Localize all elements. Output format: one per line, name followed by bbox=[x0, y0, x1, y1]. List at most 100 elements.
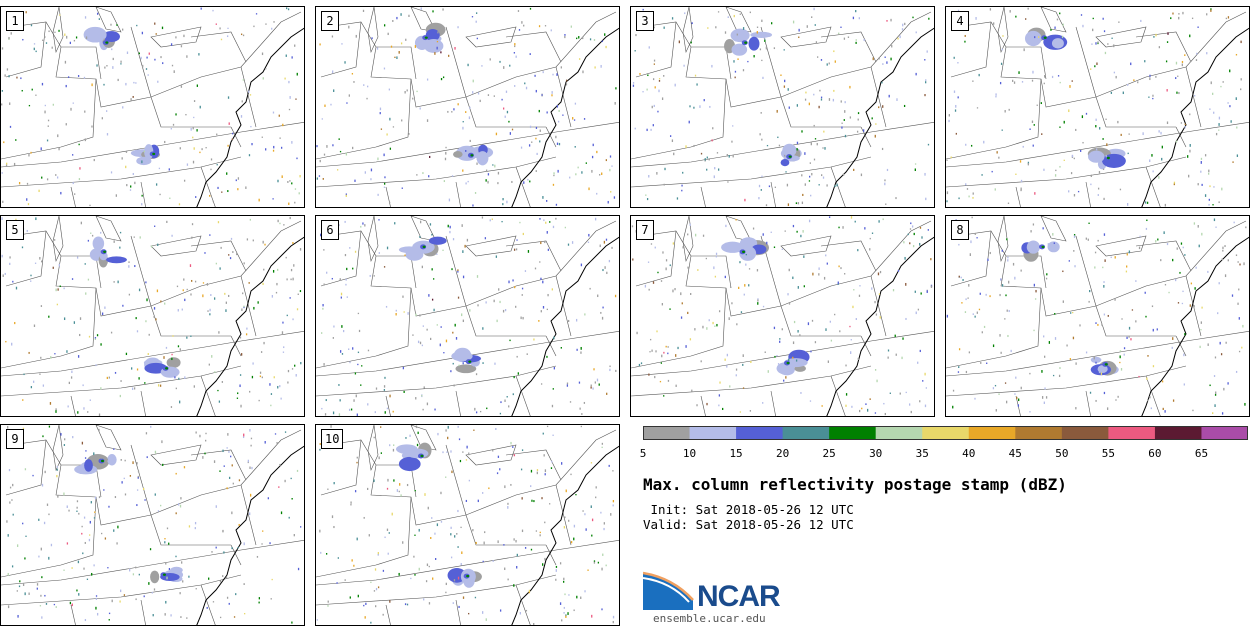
reflectivity-speck bbox=[823, 276, 826, 280]
reflectivity-speck bbox=[199, 105, 201, 109]
state-border bbox=[950, 230, 992, 287]
reflectivity-speck bbox=[327, 488, 329, 490]
state-border bbox=[385, 395, 391, 416]
coastline bbox=[1141, 27, 1249, 207]
state-border bbox=[640, 11, 932, 108]
reflectivity-speck bbox=[796, 104, 799, 107]
reflectivity-speck bbox=[448, 198, 451, 202]
reflectivity-speck bbox=[693, 144, 695, 147]
reflectivity-speck bbox=[564, 516, 566, 519]
reflectivity-speck bbox=[534, 74, 536, 77]
reflectivity-speck bbox=[1120, 133, 1122, 136]
reflectivity-speck bbox=[429, 155, 431, 158]
reflectivity-speck bbox=[821, 405, 823, 407]
reflectivity-speck bbox=[389, 600, 391, 603]
reflectivity-speck bbox=[258, 399, 260, 402]
reflectivity-speck bbox=[904, 22, 906, 26]
reflectivity-speck bbox=[39, 605, 42, 607]
reflectivity-speck bbox=[53, 603, 56, 606]
reflectivity-speck bbox=[813, 93, 815, 96]
reflectivity-speck bbox=[356, 413, 358, 416]
reflectivity-speck bbox=[269, 383, 271, 386]
reflectivity-speck bbox=[946, 159, 948, 161]
reflectivity-speck bbox=[520, 146, 523, 149]
state-border bbox=[955, 11, 1247, 108]
reflectivity-speck bbox=[805, 91, 807, 94]
reflectivity-speck bbox=[547, 293, 549, 297]
reflectivity-speck bbox=[104, 537, 107, 540]
reflectivity-speck bbox=[1052, 233, 1054, 236]
reflectivity-speck bbox=[829, 320, 831, 323]
reflectivity-speck bbox=[783, 379, 785, 382]
reflectivity-speck bbox=[136, 330, 139, 333]
reflectivity-speck bbox=[218, 331, 220, 334]
reflectivity-speck bbox=[787, 88, 789, 91]
reflectivity-speck bbox=[689, 223, 691, 226]
reflectivity-speck bbox=[866, 408, 869, 412]
lake-outline bbox=[150, 235, 202, 257]
reflectivity-speck bbox=[1215, 226, 1217, 228]
reflectivity-speck bbox=[141, 203, 143, 206]
reflectivity-core bbox=[466, 574, 470, 578]
reflectivity-speck bbox=[44, 36, 46, 38]
reflectivity-speck bbox=[200, 7, 202, 10]
reflectivity-speck bbox=[899, 392, 901, 395]
reflectivity-speck bbox=[5, 164, 8, 167]
reflectivity-speck bbox=[227, 190, 229, 193]
reflectivity-speck bbox=[814, 341, 817, 344]
member-panel: 9 bbox=[0, 424, 305, 626]
reflectivity-speck bbox=[326, 271, 328, 274]
reflectivity-speck bbox=[1090, 174, 1092, 178]
reflectivity-speck bbox=[890, 57, 892, 61]
reflectivity-speck bbox=[360, 225, 362, 228]
reflectivity-speck bbox=[1073, 250, 1075, 252]
reflectivity-speck bbox=[809, 175, 811, 178]
reflectivity-speck bbox=[76, 500, 79, 503]
reflectivity-speck bbox=[669, 308, 671, 310]
reflectivity-speck bbox=[1138, 246, 1141, 250]
reflectivity-speck bbox=[122, 106, 124, 109]
reflectivity-speck bbox=[11, 565, 14, 568]
reflectivity-speck bbox=[66, 35, 68, 39]
reflectivity-speck bbox=[345, 193, 347, 196]
reflectivity-speck bbox=[113, 281, 115, 283]
reflectivity-speck bbox=[804, 152, 806, 155]
reflectivity-speck bbox=[1091, 43, 1093, 45]
reflectivity-speck bbox=[249, 493, 252, 497]
reflectivity-speck bbox=[406, 89, 408, 92]
coastline bbox=[511, 27, 619, 207]
reflectivity-speck bbox=[156, 289, 159, 293]
state-border bbox=[1, 496, 97, 578]
reflectivity-speck bbox=[288, 202, 290, 205]
reflectivity-speck bbox=[366, 97, 368, 100]
reflectivity-speck bbox=[1218, 282, 1220, 285]
reflectivity-speck bbox=[563, 612, 565, 614]
reflectivity-speck bbox=[404, 90, 406, 94]
reflectivity-speck bbox=[100, 231, 102, 234]
reflectivity-speck bbox=[580, 596, 582, 599]
reflectivity-speck bbox=[201, 148, 203, 151]
reflectivity-speck bbox=[915, 72, 917, 76]
reflectivity-speck bbox=[761, 19, 763, 23]
reflectivity-speck bbox=[874, 134, 876, 138]
reflectivity-speck bbox=[919, 242, 921, 246]
reflectivity-speck bbox=[514, 85, 516, 87]
reflectivity-speck bbox=[182, 289, 184, 292]
reflectivity-speck bbox=[1050, 28, 1052, 31]
reflectivity-speck bbox=[1021, 81, 1024, 83]
reflectivity-speck bbox=[81, 525, 83, 528]
reflectivity-speck bbox=[872, 57, 874, 61]
reflectivity-speck bbox=[820, 59, 823, 61]
reflectivity-speck bbox=[482, 362, 484, 364]
reflectivity-speck bbox=[26, 198, 28, 201]
reflectivity-speck bbox=[853, 289, 855, 291]
reflectivity-speck bbox=[357, 312, 360, 315]
reflectivity-speck bbox=[349, 361, 351, 364]
reflectivity-speck bbox=[436, 324, 438, 326]
reflectivity-speck bbox=[604, 266, 606, 269]
reflectivity-speck bbox=[850, 339, 852, 341]
state-border bbox=[555, 275, 572, 337]
reflectivity-speck bbox=[166, 220, 168, 223]
reflectivity-speck bbox=[694, 233, 697, 237]
reflectivity-speck bbox=[384, 176, 386, 179]
